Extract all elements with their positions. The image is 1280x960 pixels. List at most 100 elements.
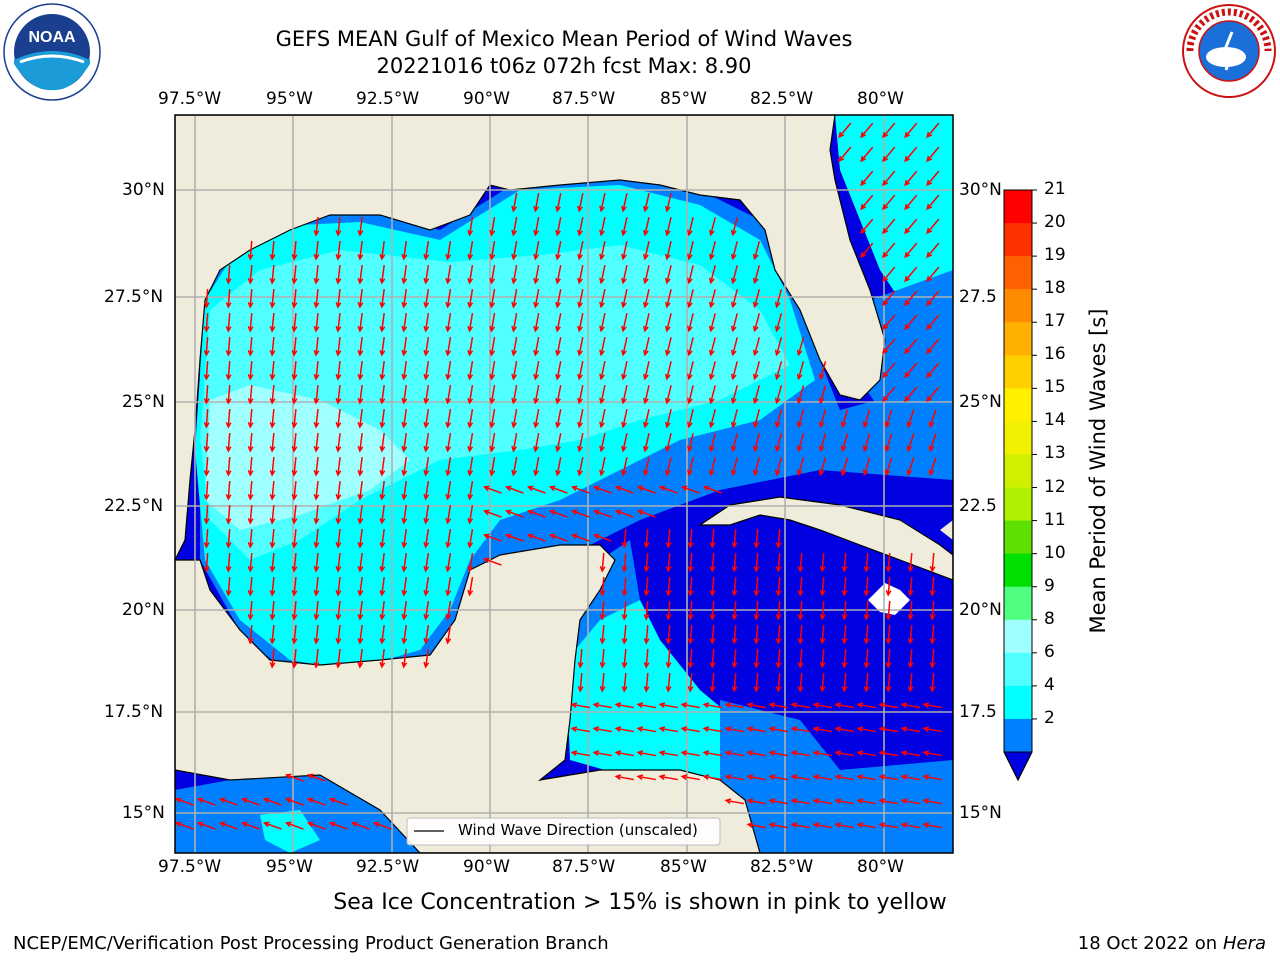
wind-wave-arrow-shaft — [315, 552, 319, 572]
wind-wave-arrow-head — [504, 533, 512, 540]
wind-wave-arrow-head — [860, 179, 867, 187]
wind-wave-arrow-head — [489, 469, 496, 477]
wind-wave-arrow-shaft — [381, 624, 385, 644]
lon-tick-bottom: 92.5°W — [356, 857, 420, 877]
wind-wave-arrow-shaft — [359, 432, 363, 452]
wind-wave-arrow-head — [812, 798, 820, 805]
colorbar-segment — [1004, 487, 1032, 522]
wind-wave-arrow-head — [774, 301, 781, 309]
footer-machine: Hera — [1222, 933, 1266, 954]
wind-wave-arrow-shaft — [512, 313, 518, 331]
wind-wave-arrow-shaft — [799, 648, 803, 668]
wind-wave-arrow-shaft — [402, 480, 408, 500]
wind-wave-arrow-head — [878, 798, 886, 805]
wind-wave-arrow-head — [730, 469, 737, 477]
wind-wave-arrow-shaft — [512, 337, 518, 355]
wind-wave-arrow-head — [548, 509, 556, 516]
wind-wave-arrow-head — [196, 821, 204, 828]
wind-wave-arrow-shaft — [315, 408, 319, 428]
wind-wave-arrow-head — [907, 686, 914, 693]
cuba-land — [698, 496, 953, 581]
lat-tick-right: 25°N — [959, 392, 1002, 412]
wind-wave-arrow-head — [225, 374, 232, 381]
wind-wave-arrow-shaft — [710, 457, 716, 475]
wind-wave-arrow-shaft — [424, 240, 430, 260]
wind-wave-arrow-shaft — [821, 552, 825, 572]
wind-wave-arrow-head — [797, 638, 804, 645]
wind-wave-arrow-shaft — [860, 242, 874, 258]
wind-wave-arrow-head — [621, 590, 628, 597]
wind-wave-arrow-head — [643, 614, 650, 621]
wind-wave-arrow-head — [357, 493, 364, 501]
wind-wave-arrow-shaft — [689, 624, 693, 644]
wind-wave-arrow-head — [599, 205, 605, 213]
wind-wave-arrow-shaft — [660, 486, 678, 494]
wind-wave-arrow-head — [467, 469, 474, 477]
wind-wave-arrow-shaft — [293, 624, 297, 644]
wind-wave-arrow-shaft — [775, 409, 783, 427]
wind-wave-arrow-head — [335, 349, 342, 357]
wind-wave-arrow-shaft — [644, 193, 650, 211]
wind-wave-arrow-shaft — [792, 751, 810, 757]
wind-wave-arrow-shaft — [667, 576, 671, 596]
wind-wave-arrow-head — [357, 589, 364, 597]
wind-wave-arrow-shaft — [926, 362, 940, 378]
wind-wave-arrow-head — [203, 542, 210, 549]
wind-wave-arrow-head — [225, 422, 232, 429]
wind-wave-arrow-head — [643, 205, 649, 213]
wind-wave-arrow-head — [482, 485, 490, 492]
wind-wave-arrow-head — [840, 421, 847, 429]
wind-wave-arrow-shaft — [446, 480, 452, 500]
wind-wave-arrow-head — [926, 323, 933, 331]
wind-wave-arrow-head — [708, 445, 715, 453]
wind-wave-arrow-shaft — [775, 433, 783, 451]
wind-wave-arrow-shaft — [534, 433, 540, 451]
wind-wave-arrow-head — [686, 397, 693, 405]
wind-wave-arrow-shaft — [731, 433, 739, 451]
wind-wave-arrow-head — [856, 702, 864, 709]
wind-wave-arrow-shaft — [271, 480, 275, 500]
wind-wave-arrow-head — [929, 662, 936, 669]
wind-wave-arrow-head — [819, 566, 826, 573]
wind-wave-arrow-shaft — [731, 241, 739, 259]
wind-wave-arrow-head — [884, 445, 891, 453]
colorbar-tick-label: 18 — [1044, 278, 1066, 299]
wind-wave-arrow-head — [621, 445, 627, 453]
wind-wave-arrow-shaft — [249, 360, 253, 380]
wind-wave-arrow-head — [555, 373, 561, 381]
wind-wave-arrow-head — [922, 798, 930, 805]
wind-wave-arrow-shaft — [286, 798, 304, 806]
wind-wave-arrow-shaft — [865, 624, 869, 644]
wind-wave-arrow-shaft — [271, 432, 275, 452]
wind-wave-arrow-head — [467, 349, 474, 357]
wind-wave-arrow-shaft — [205, 432, 209, 452]
wind-wave-arrow-shaft — [468, 384, 474, 404]
wind-wave-arrow-head — [643, 349, 649, 357]
wind-wave-arrow-head — [313, 614, 320, 621]
wind-wave-arrow-shaft — [337, 384, 341, 404]
wind-wave-arrow-shaft — [753, 265, 761, 283]
wind-wave-arrow-head — [269, 518, 276, 525]
wind-wave-arrow-shaft — [556, 361, 562, 379]
wind-wave-arrow-head — [636, 509, 644, 516]
wind-wave-arrow-shaft — [601, 624, 605, 644]
wind-wave-arrow-shaft — [315, 312, 319, 332]
wind-wave-arrow-head — [708, 253, 715, 261]
colorbar-tick-label: 13 — [1044, 443, 1066, 464]
wind-wave-arrow-shaft — [711, 672, 715, 692]
wind-wave-arrow-shaft — [660, 727, 678, 733]
wind-wave-arrow-shaft — [600, 313, 606, 331]
wind-wave-arrow-shaft — [748, 823, 766, 829]
wind-wave-arrow-head — [926, 251, 933, 259]
wind-wave-arrow-shaft — [594, 727, 612, 733]
wind-wave-arrow-shaft — [797, 337, 805, 355]
lon-tick-top: 90°W — [463, 89, 510, 109]
wind-wave-arrow-head — [357, 325, 364, 333]
wind-wave-arrow-head — [489, 421, 496, 429]
wind-wave-arrow-head — [313, 230, 320, 237]
wind-wave-arrow-shaft — [402, 336, 408, 356]
wind-wave-arrow-head — [643, 469, 649, 477]
wind-wave-arrow-head — [401, 277, 408, 285]
wind-wave-arrow-shaft — [381, 240, 385, 260]
wind-wave-arrow-head — [926, 203, 933, 211]
